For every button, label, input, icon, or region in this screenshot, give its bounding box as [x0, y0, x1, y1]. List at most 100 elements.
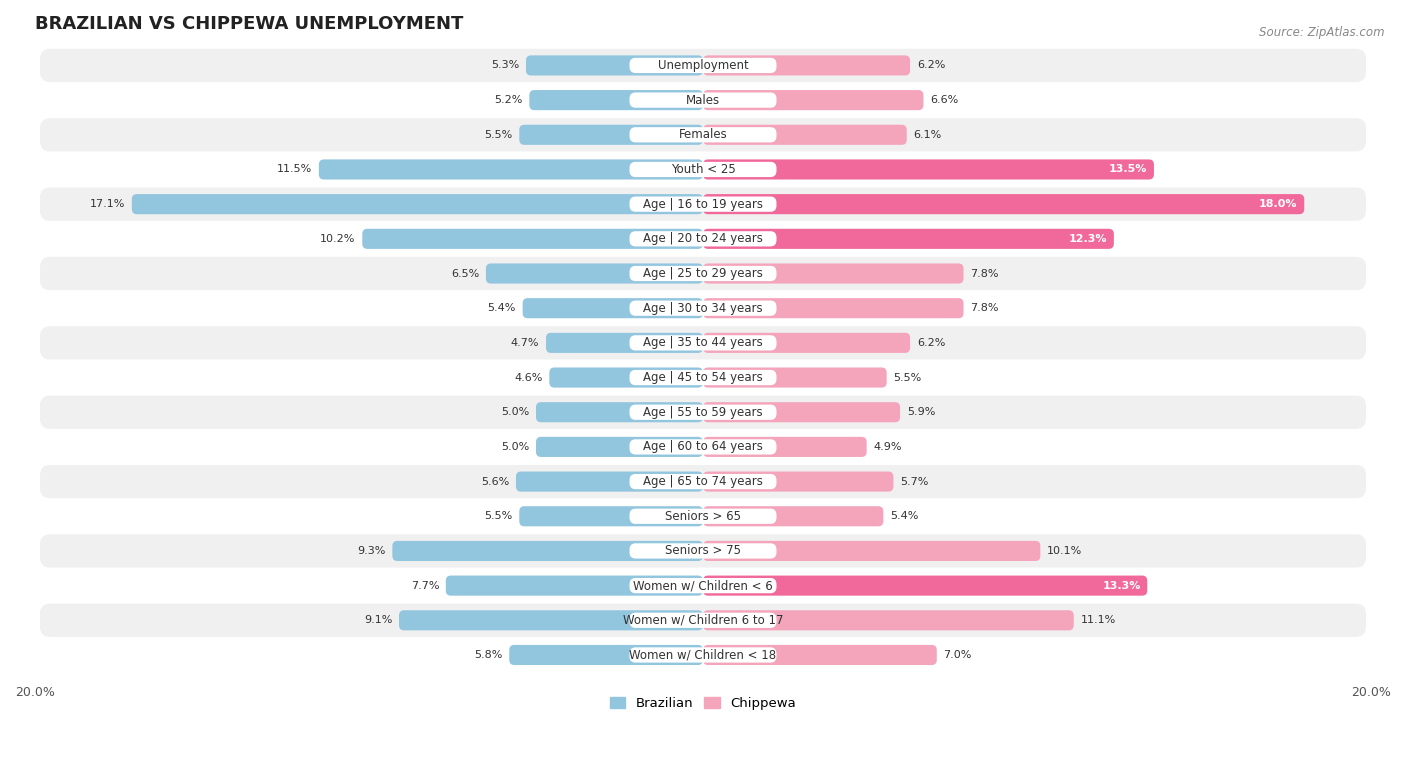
FancyBboxPatch shape	[630, 301, 776, 316]
Text: Age | 20 to 24 years: Age | 20 to 24 years	[643, 232, 763, 245]
FancyBboxPatch shape	[446, 575, 703, 596]
FancyBboxPatch shape	[630, 266, 776, 281]
FancyBboxPatch shape	[486, 263, 703, 284]
FancyBboxPatch shape	[703, 160, 1154, 179]
Text: 6.2%: 6.2%	[917, 338, 945, 348]
Text: 5.8%: 5.8%	[474, 650, 502, 660]
Text: 9.1%: 9.1%	[364, 615, 392, 625]
FancyBboxPatch shape	[39, 638, 1367, 671]
Text: Unemployment: Unemployment	[658, 59, 748, 72]
FancyBboxPatch shape	[703, 229, 1114, 249]
Text: 12.3%: 12.3%	[1069, 234, 1107, 244]
FancyBboxPatch shape	[39, 291, 1367, 325]
Text: 5.4%: 5.4%	[488, 304, 516, 313]
FancyBboxPatch shape	[703, 194, 1305, 214]
FancyBboxPatch shape	[703, 402, 900, 422]
Text: 6.5%: 6.5%	[451, 269, 479, 279]
Text: 5.0%: 5.0%	[501, 407, 529, 417]
FancyBboxPatch shape	[630, 647, 776, 662]
FancyBboxPatch shape	[39, 222, 1367, 255]
FancyBboxPatch shape	[630, 127, 776, 142]
Text: Source: ZipAtlas.com: Source: ZipAtlas.com	[1260, 26, 1385, 39]
FancyBboxPatch shape	[546, 333, 703, 353]
Text: 4.6%: 4.6%	[515, 372, 543, 382]
Text: 5.4%: 5.4%	[890, 511, 918, 522]
Text: Age | 16 to 19 years: Age | 16 to 19 years	[643, 198, 763, 210]
Text: BRAZILIAN VS CHIPPEWA UNEMPLOYMENT: BRAZILIAN VS CHIPPEWA UNEMPLOYMENT	[35, 15, 464, 33]
FancyBboxPatch shape	[703, 333, 910, 353]
Text: 5.5%: 5.5%	[484, 129, 513, 140]
FancyBboxPatch shape	[703, 575, 1147, 596]
Text: 5.5%: 5.5%	[893, 372, 922, 382]
FancyBboxPatch shape	[550, 367, 703, 388]
Text: 7.8%: 7.8%	[970, 269, 998, 279]
FancyBboxPatch shape	[703, 506, 883, 526]
FancyBboxPatch shape	[703, 263, 963, 284]
FancyBboxPatch shape	[536, 402, 703, 422]
Text: 4.7%: 4.7%	[510, 338, 540, 348]
FancyBboxPatch shape	[630, 474, 776, 489]
Text: Females: Females	[679, 128, 727, 142]
FancyBboxPatch shape	[630, 335, 776, 350]
Text: 6.6%: 6.6%	[931, 95, 959, 105]
FancyBboxPatch shape	[39, 326, 1367, 360]
FancyBboxPatch shape	[630, 197, 776, 212]
Text: 18.0%: 18.0%	[1260, 199, 1298, 209]
FancyBboxPatch shape	[399, 610, 703, 631]
FancyBboxPatch shape	[630, 544, 776, 559]
Text: Males: Males	[686, 94, 720, 107]
Text: Seniors > 65: Seniors > 65	[665, 509, 741, 523]
FancyBboxPatch shape	[536, 437, 703, 457]
FancyBboxPatch shape	[703, 610, 1074, 631]
FancyBboxPatch shape	[630, 162, 776, 177]
FancyBboxPatch shape	[39, 361, 1367, 394]
FancyBboxPatch shape	[630, 439, 776, 454]
Legend: Brazilian, Chippewa: Brazilian, Chippewa	[605, 691, 801, 715]
FancyBboxPatch shape	[39, 83, 1367, 117]
FancyBboxPatch shape	[519, 125, 703, 145]
FancyBboxPatch shape	[526, 55, 703, 76]
FancyBboxPatch shape	[519, 506, 703, 526]
FancyBboxPatch shape	[39, 48, 1367, 82]
FancyBboxPatch shape	[39, 465, 1367, 498]
Text: 6.1%: 6.1%	[914, 129, 942, 140]
FancyBboxPatch shape	[509, 645, 703, 665]
FancyBboxPatch shape	[703, 437, 866, 457]
FancyBboxPatch shape	[703, 90, 924, 111]
Text: 5.0%: 5.0%	[501, 442, 529, 452]
FancyBboxPatch shape	[703, 125, 907, 145]
FancyBboxPatch shape	[39, 396, 1367, 429]
Text: 11.5%: 11.5%	[277, 164, 312, 174]
Text: Age | 25 to 29 years: Age | 25 to 29 years	[643, 267, 763, 280]
Text: Age | 35 to 44 years: Age | 35 to 44 years	[643, 336, 763, 350]
Text: 13.5%: 13.5%	[1109, 164, 1147, 174]
Text: 5.2%: 5.2%	[495, 95, 523, 105]
Text: 10.1%: 10.1%	[1047, 546, 1083, 556]
FancyBboxPatch shape	[363, 229, 703, 249]
Text: Age | 45 to 54 years: Age | 45 to 54 years	[643, 371, 763, 384]
Text: 4.9%: 4.9%	[873, 442, 901, 452]
FancyBboxPatch shape	[39, 500, 1367, 533]
FancyBboxPatch shape	[630, 578, 776, 593]
Text: Seniors > 75: Seniors > 75	[665, 544, 741, 557]
FancyBboxPatch shape	[39, 569, 1367, 603]
FancyBboxPatch shape	[39, 153, 1367, 186]
Text: Age | 65 to 74 years: Age | 65 to 74 years	[643, 475, 763, 488]
Text: 7.0%: 7.0%	[943, 650, 972, 660]
FancyBboxPatch shape	[630, 509, 776, 524]
Text: 11.1%: 11.1%	[1080, 615, 1116, 625]
Text: Age | 60 to 64 years: Age | 60 to 64 years	[643, 441, 763, 453]
FancyBboxPatch shape	[39, 430, 1367, 463]
FancyBboxPatch shape	[703, 55, 910, 76]
FancyBboxPatch shape	[39, 257, 1367, 290]
Text: 5.9%: 5.9%	[907, 407, 935, 417]
FancyBboxPatch shape	[703, 541, 1040, 561]
Text: Age | 55 to 59 years: Age | 55 to 59 years	[643, 406, 763, 419]
FancyBboxPatch shape	[703, 298, 963, 318]
FancyBboxPatch shape	[630, 92, 776, 107]
FancyBboxPatch shape	[39, 603, 1367, 637]
FancyBboxPatch shape	[39, 188, 1367, 221]
Text: Women w/ Children < 18: Women w/ Children < 18	[630, 649, 776, 662]
Text: 17.1%: 17.1%	[90, 199, 125, 209]
FancyBboxPatch shape	[392, 541, 703, 561]
